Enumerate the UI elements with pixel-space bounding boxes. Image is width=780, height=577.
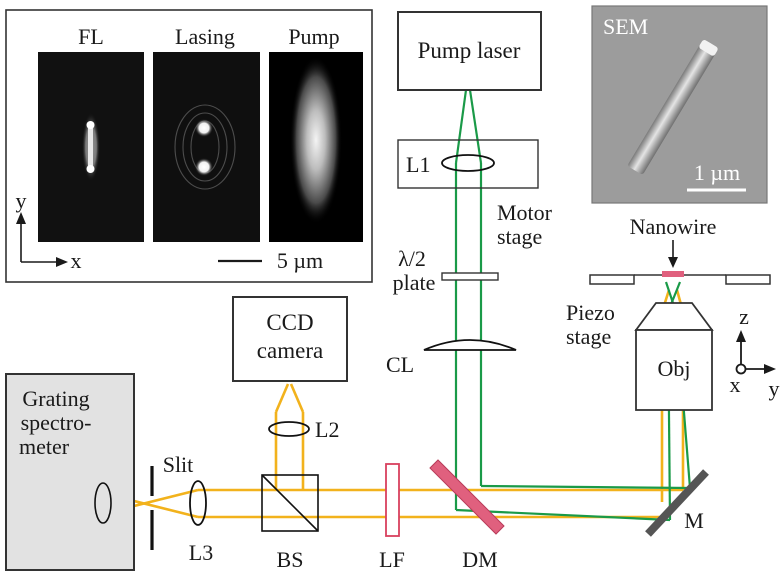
spectrometer-label-line1: Grating xyxy=(22,386,89,411)
inset-scale-bar-label: 5 µm xyxy=(277,248,323,273)
spectrometer-label-line3: meter xyxy=(19,434,70,459)
slit-label: Slit xyxy=(163,452,194,477)
objective: Obj xyxy=(634,302,714,411)
lens-l3 xyxy=(189,480,207,526)
spectrometer-label-line2: spectro- xyxy=(21,410,92,435)
sem-scale-bar-label: 1 µm xyxy=(694,160,740,185)
fl-end-spot-top xyxy=(86,121,95,129)
lasing-spot-top xyxy=(195,119,213,137)
lens-l1 xyxy=(441,154,495,172)
piezo-stage-label-line1: Piezo xyxy=(566,300,615,325)
cylindrical-lens: CL xyxy=(386,339,517,377)
nanowire-sample xyxy=(662,271,684,277)
pump-spot xyxy=(290,56,342,224)
inset-axes xyxy=(16,212,68,267)
cl-label: CL xyxy=(386,352,414,377)
motor-stage-label-line1: Motor xyxy=(497,200,553,225)
inset-axis-y-label: y xyxy=(16,188,27,213)
panel-label-lasing: Lasing xyxy=(175,24,235,49)
sem-panel: SEM 1 µm xyxy=(591,5,768,204)
grating-spectrometer: Grating spectro- meter xyxy=(5,373,135,571)
axis-x-label: x xyxy=(730,372,741,397)
motor-stage-label-line2: stage xyxy=(497,224,542,249)
beam-splitter xyxy=(261,474,319,532)
obj-label: Obj xyxy=(658,356,691,381)
pump-laser-label: Pump laser xyxy=(418,38,521,63)
panel-label-fl: FL xyxy=(78,24,104,49)
dichroic-mirror xyxy=(429,459,505,535)
l3-label: L3 xyxy=(189,540,213,565)
ccd-camera: CCD camera xyxy=(232,296,348,382)
l2-label: L2 xyxy=(315,417,339,442)
nanowire-arrow xyxy=(668,240,678,268)
pump-laser: Pump laser xyxy=(397,11,542,91)
half-wave-label-line2: plate xyxy=(393,270,436,295)
mirror xyxy=(645,469,709,537)
half-wave-label-line1: λ/2 xyxy=(398,246,426,271)
axis-z-label: z xyxy=(739,304,749,329)
m-label: M xyxy=(684,508,704,533)
bs-label: BS xyxy=(277,547,304,572)
sem-label: SEM xyxy=(603,14,648,39)
motor-stage-box xyxy=(397,139,539,189)
ccd-label-line2: camera xyxy=(257,338,323,363)
nanowire-label: Nanowire xyxy=(630,214,717,239)
inset-panel: FL Lasing Pump y x 5 µm xyxy=(5,9,373,283)
panel-label-pump: Pump xyxy=(288,24,339,49)
sem-nanowire xyxy=(628,40,718,174)
fl-end-spot-bottom xyxy=(86,165,95,173)
l1-label: L1 xyxy=(406,152,430,177)
fl-nanowire-trace xyxy=(88,124,93,170)
motor-stage: L1 Motor stage xyxy=(397,139,553,249)
piezo-stage-label-line2: stage xyxy=(566,324,611,349)
ccd-label-line1: CCD xyxy=(266,310,313,335)
axis-y-label: y xyxy=(769,376,780,401)
long-pass-filter xyxy=(385,463,400,537)
dm-label: DM xyxy=(462,547,497,572)
sample-axes xyxy=(735,330,776,375)
lf-label: LF xyxy=(379,547,405,572)
half-wave-plate: λ/2 plate xyxy=(393,246,499,295)
lens-l2 xyxy=(268,421,310,437)
inset-axis-x-label: x xyxy=(71,248,82,273)
lasing-spot-bottom xyxy=(195,158,213,176)
lasing-image xyxy=(153,52,260,242)
spectrometer-input-lens xyxy=(94,482,112,524)
